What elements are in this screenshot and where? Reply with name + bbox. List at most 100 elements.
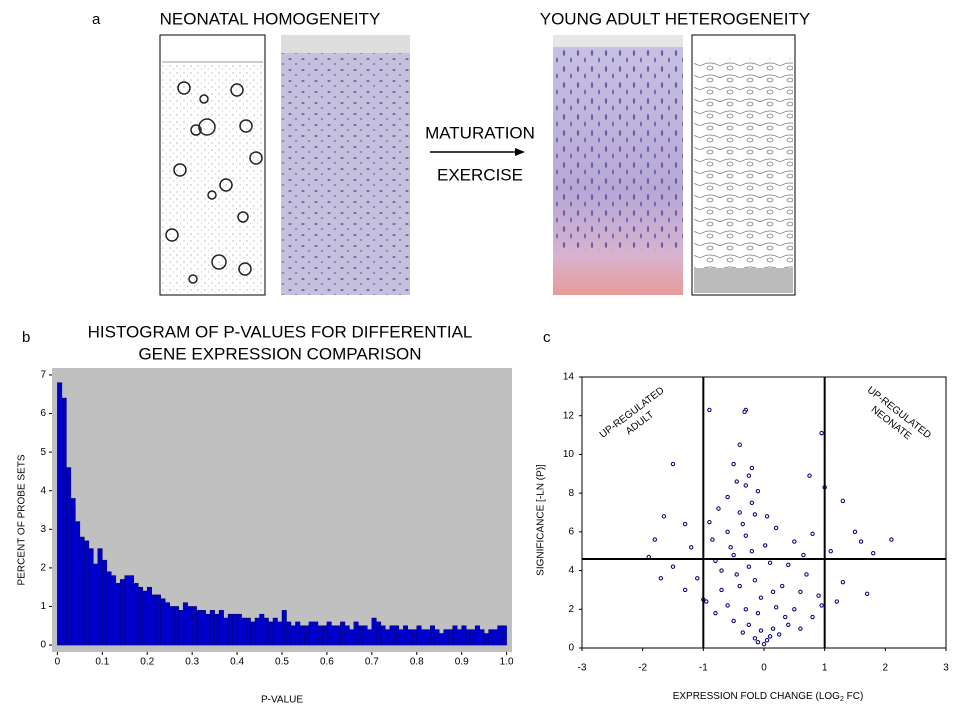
neonatal-drawing <box>159 34 266 296</box>
y-tick-label: 10 <box>563 449 575 460</box>
bar <box>111 575 117 646</box>
bar <box>313 621 319 646</box>
point <box>689 545 694 550</box>
y-tick-label: 4 <box>568 565 574 576</box>
x-axis-label-part: EXPRESSION FOLD CHANGE (LOG <box>673 691 840 702</box>
bar <box>398 629 404 646</box>
y-tick-label: 3 <box>40 524 46 535</box>
x-axis-label-part: FC) <box>844 691 863 702</box>
bar <box>124 575 130 646</box>
point <box>725 529 730 535</box>
bar <box>169 606 175 646</box>
point <box>743 533 748 538</box>
y-tick-label: 0 <box>40 640 46 651</box>
bar <box>272 617 278 646</box>
bar <box>93 563 99 646</box>
x-tick-label: 0 <box>55 657 61 668</box>
bar <box>456 629 462 646</box>
x-tick-label: 3 <box>943 663 949 674</box>
point <box>749 465 755 471</box>
bar <box>182 602 188 646</box>
point <box>743 483 748 488</box>
point <box>889 537 894 542</box>
bar <box>479 629 485 646</box>
bar <box>236 613 242 646</box>
bar <box>461 625 467 646</box>
point <box>798 589 803 595</box>
point <box>804 572 809 577</box>
point <box>746 564 752 569</box>
point <box>710 537 715 542</box>
y-tick-label: 8 <box>568 488 574 499</box>
bar <box>102 559 108 646</box>
bar <box>120 579 126 646</box>
bar <box>250 621 256 646</box>
point <box>792 607 797 612</box>
y-tick-label: 12 <box>563 410 575 421</box>
point <box>819 430 824 436</box>
bar <box>191 606 197 646</box>
point <box>743 607 748 612</box>
point <box>783 614 788 620</box>
point <box>719 568 724 573</box>
point <box>758 595 764 600</box>
point <box>719 587 724 593</box>
bar <box>385 629 391 646</box>
bar <box>335 625 341 646</box>
point <box>725 494 730 500</box>
bar <box>61 397 67 646</box>
bar <box>483 633 489 646</box>
point <box>716 506 721 511</box>
bar <box>281 610 287 646</box>
x-tick-label: -1 <box>699 663 708 674</box>
bar <box>497 625 503 646</box>
point <box>828 549 833 554</box>
point <box>786 562 791 567</box>
point <box>704 599 709 604</box>
y-tick-label: 1 <box>40 601 46 612</box>
bar <box>344 625 350 646</box>
point <box>652 537 657 542</box>
bar <box>88 548 94 646</box>
arrow-label: MATURATION <box>425 123 535 142</box>
bar <box>142 590 148 646</box>
point <box>864 591 870 596</box>
bar <box>403 625 409 646</box>
bar <box>452 625 458 646</box>
point <box>819 603 824 608</box>
bar <box>394 625 400 646</box>
point <box>770 626 776 631</box>
bar <box>421 629 426 646</box>
point <box>661 514 667 519</box>
point <box>801 552 806 558</box>
x-tick-label: 0.6 <box>320 657 334 668</box>
adult-drawing <box>691 34 796 296</box>
point <box>682 587 688 593</box>
point <box>746 622 752 627</box>
plot-area <box>581 376 947 649</box>
bar <box>115 583 121 646</box>
bar <box>286 621 292 646</box>
point <box>707 407 712 413</box>
point <box>682 521 688 527</box>
bar <box>227 613 233 646</box>
x-axis-label: EXPRESSION FOLD CHANGE (LOG2 FC) <box>673 691 864 703</box>
bar <box>304 625 310 646</box>
bar <box>84 540 90 646</box>
bar <box>151 594 157 646</box>
point <box>761 641 767 647</box>
point <box>752 578 758 583</box>
bar <box>97 548 103 646</box>
bar <box>501 625 507 646</box>
bar <box>155 594 161 646</box>
arrow-head <box>515 148 525 156</box>
bar <box>438 633 444 646</box>
bar <box>443 629 449 646</box>
y-tick-label: 2 <box>40 563 46 574</box>
neonatal-histology <box>281 35 410 295</box>
bar <box>308 621 314 646</box>
bar <box>146 586 152 646</box>
point <box>695 576 700 581</box>
point <box>786 622 791 627</box>
